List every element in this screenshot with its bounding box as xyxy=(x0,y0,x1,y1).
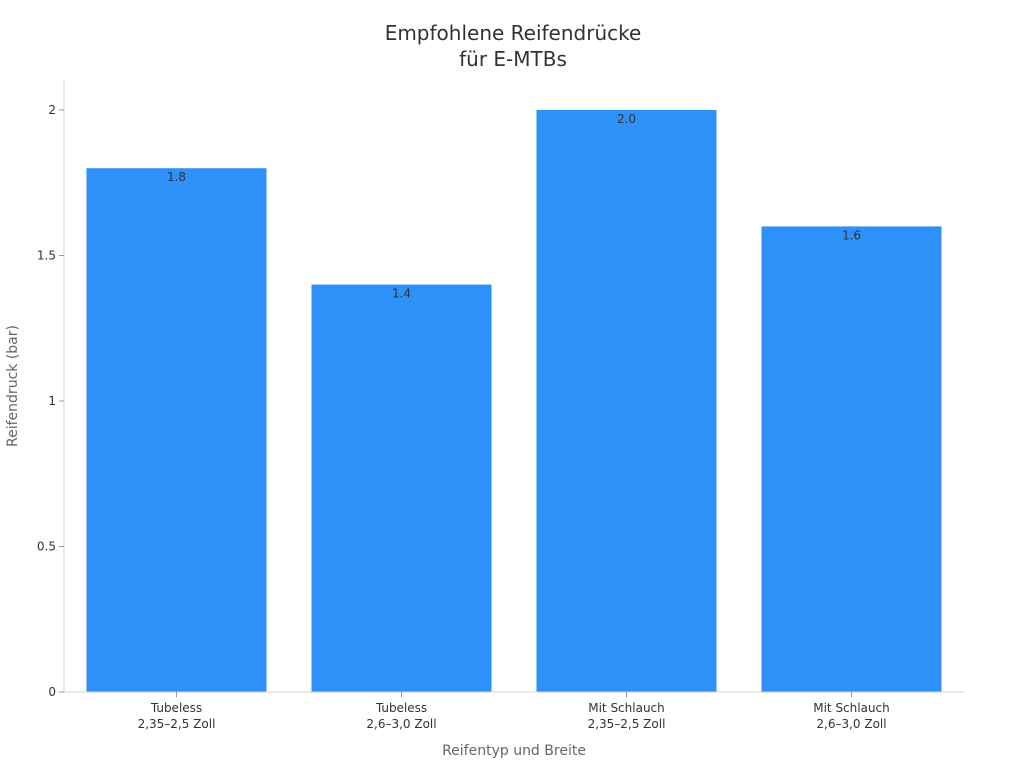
x-tick-label-4-line-1: Mit Schlauch xyxy=(813,701,890,715)
y-tick-label-1: 0 xyxy=(48,685,56,699)
y-tick-label-2: 0.5 xyxy=(37,540,56,554)
data-label-4: 1.6 xyxy=(842,228,861,242)
y-axis-label: Reifendruck (bar) xyxy=(5,325,21,447)
chart-title-line-1: Empfohlene Reifendrücke xyxy=(385,21,642,45)
x-tick-label-2-line-1: Tubeless xyxy=(375,701,427,715)
y-tick-label-4: 1.5 xyxy=(37,249,56,263)
x-tick-label-4-line-2: 2,6–3,0 Zoll xyxy=(816,717,886,731)
x-tick-label-3-line-2: 2,35–2,5 Zoll xyxy=(588,717,666,731)
data-label-1: 1.8 xyxy=(167,170,186,184)
bar-3 xyxy=(536,110,717,692)
chart-title-line-2: für E-MTBs xyxy=(459,47,567,71)
bar-4 xyxy=(761,226,942,692)
data-label-2: 1.4 xyxy=(392,287,411,301)
x-tick-label-1-line-1: Tubeless xyxy=(150,701,202,715)
data-labels: 1.8 1.4 2.0 1.6 xyxy=(167,112,861,301)
bar-1 xyxy=(86,168,267,692)
chart-title: Empfohlene Reifendrücke für E-MTBs xyxy=(385,21,642,71)
x-tick-label-3-line-1: Mit Schlauch xyxy=(588,701,665,715)
bars xyxy=(86,110,942,692)
x-axis-label: Reifentyp und Breite xyxy=(442,743,586,759)
bar-2 xyxy=(311,284,492,692)
x-tick-label-1-line-2: 2,35–2,5 Zoll xyxy=(138,717,216,731)
x-ticks: Tubeless 2,35–2,5 Zoll Tubeless 2,6–3,0 Zol… xyxy=(138,692,890,731)
x-tick-label-2-line-2: 2,6–3,0 Zoll xyxy=(366,717,436,731)
y-tick-label-5: 2 xyxy=(48,103,56,117)
y-ticks: 0 0.5 1 1.5 2 xyxy=(37,103,64,699)
y-tick-label-3: 1 xyxy=(48,394,56,408)
data-label-3: 2.0 xyxy=(617,112,636,126)
